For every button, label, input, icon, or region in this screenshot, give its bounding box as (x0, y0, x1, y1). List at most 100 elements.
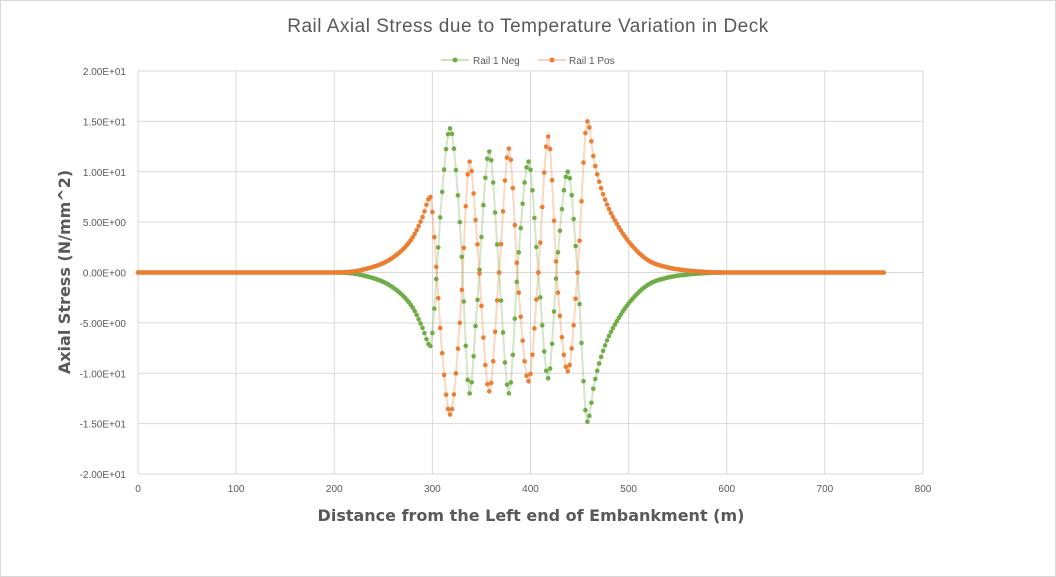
data-point (530, 187, 535, 193)
x-axis-ticks: 0 100 200 300 400 500 600 700 800 (135, 484, 932, 495)
data-point (494, 298, 500, 303)
y-tick-label: -1.00E+01 (80, 369, 127, 380)
data-point (437, 215, 443, 220)
data-point (553, 276, 559, 281)
data-point (553, 259, 559, 264)
data-point (500, 330, 506, 335)
data-point (479, 303, 484, 309)
data-point (587, 125, 592, 130)
data-point (594, 368, 600, 374)
data-point (608, 329, 614, 335)
data-point (428, 343, 433, 349)
data-point (600, 191, 606, 197)
data-point (592, 376, 598, 382)
data-point (422, 330, 427, 336)
data-point (504, 382, 510, 388)
data-point (447, 126, 453, 131)
data-point (449, 131, 455, 137)
data-point (577, 238, 582, 244)
series-layer (135, 119, 887, 424)
data-point (520, 338, 525, 343)
data-point (432, 306, 437, 311)
data-point (538, 295, 543, 300)
data-point (451, 392, 457, 397)
data-point (530, 352, 535, 358)
data-point (434, 276, 439, 282)
data-point (441, 372, 447, 378)
x-axis-title: Distance from the Left end of Embankment… (318, 506, 745, 525)
data-point (555, 290, 561, 295)
data-point (443, 146, 449, 152)
data-point (567, 362, 573, 368)
data-point (604, 202, 610, 207)
data-point (451, 146, 457, 151)
data-point (435, 295, 441, 301)
legend-label-pos: Rail 1 Pos (569, 56, 615, 67)
data-point (569, 346, 575, 351)
chart-title: Rail Axial Stress due to Temperature Var… (287, 16, 768, 37)
data-point (541, 170, 547, 175)
data-point (567, 175, 573, 181)
data-point (455, 346, 461, 351)
data-point (414, 312, 419, 318)
data-point (471, 191, 476, 196)
data-point (608, 210, 614, 216)
data-point (512, 222, 518, 228)
y-axis-title: Axial Stress (N/mm^2) (55, 170, 74, 374)
data-point (412, 231, 418, 237)
data-point (508, 157, 514, 163)
data-point (416, 223, 421, 229)
data-point (559, 206, 565, 212)
data-point (563, 174, 569, 180)
x-tick-label: 400 (522, 484, 539, 495)
data-point (614, 221, 620, 227)
data-point (473, 323, 478, 329)
data-point (432, 234, 437, 240)
data-point (475, 297, 480, 303)
y-tick-label: 5.00E+00 (83, 218, 127, 229)
data-point (508, 380, 514, 385)
x-tick-label: 500 (620, 484, 637, 495)
data-point (543, 144, 549, 150)
data-point (565, 169, 571, 175)
data-point (557, 228, 563, 234)
data-point (418, 321, 423, 326)
data-point (463, 203, 469, 209)
data-point (610, 214, 616, 220)
data-point (606, 206, 612, 212)
x-tick-label: 600 (718, 484, 735, 495)
y-tick-label: -1.50E+01 (80, 420, 127, 431)
data-point (498, 298, 504, 303)
x-tick-label: 200 (326, 484, 343, 495)
data-point (563, 364, 569, 370)
data-point (520, 201, 525, 207)
data-point (461, 245, 467, 251)
y-tick-label: -2.00E+01 (80, 470, 127, 481)
legend-item-pos[interactable]: Rail 1 Pos (538, 56, 615, 67)
data-point (434, 264, 439, 270)
data-point (424, 202, 429, 208)
data-point (494, 242, 500, 247)
data-point (545, 375, 551, 381)
data-point (581, 378, 586, 384)
data-point (504, 155, 510, 160)
data-point (600, 348, 606, 354)
data-point (547, 146, 553, 152)
data-point (475, 242, 480, 247)
x-tick-label: 0 (135, 484, 141, 495)
data-point (502, 360, 508, 365)
data-point (591, 386, 596, 392)
data-point (528, 371, 533, 377)
data-point (524, 165, 529, 170)
data-point (583, 407, 588, 413)
data-point (435, 245, 441, 250)
data-point (543, 368, 549, 374)
data-point (549, 177, 555, 183)
data-point (518, 314, 523, 320)
data-point (488, 380, 494, 386)
data-point (579, 199, 584, 204)
data-point (610, 325, 616, 331)
legend-item-neg[interactable]: Rail 1 Neg (441, 56, 520, 67)
data-point (479, 234, 484, 240)
data-point (596, 361, 602, 366)
